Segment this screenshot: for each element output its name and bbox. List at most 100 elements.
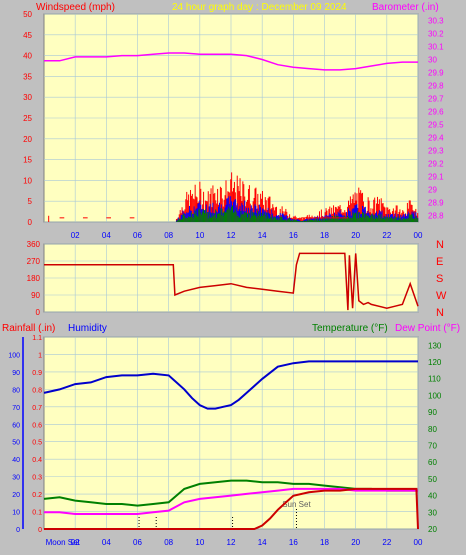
windspeed-tick-label: 20 [23, 135, 32, 144]
rainfall-tick-label: 0.7 [32, 405, 42, 412]
wind-x-axis: 02 04 06 08 10 12 14 16 18 20 22 00 [71, 231, 423, 240]
humidity-x-tick-label: 06 [133, 538, 142, 547]
direction-tick-label: 180 [27, 274, 41, 283]
barometer-tick-label: 28.8 [428, 212, 444, 221]
event-markers: Moon Set Sun Set [46, 500, 312, 547]
humidity-x-tick-label: 16 [289, 538, 298, 547]
windspeed-series [48, 172, 419, 222]
rainfall-tick-label: 0.1 [32, 510, 42, 517]
humidity-axis: 0 10 20 30 40 50 60 70 80 90 100 [8, 352, 20, 534]
humidity-tick-label: 10 [12, 510, 20, 517]
humidity-x-tick-label: 18 [320, 538, 329, 547]
humidity-x-tick-label: 00 [414, 538, 423, 547]
rainfall-tick-label: 0 [38, 527, 42, 534]
humidity-tick-label: 90 [12, 370, 20, 377]
wind-x-tick-label: 12 [227, 231, 236, 240]
compass-label: N [436, 239, 444, 251]
barometer-tick-label: 29 [428, 186, 437, 195]
humidity-x-tick-label: 08 [164, 538, 173, 547]
windspeed-tick-label: 0 [28, 218, 33, 227]
barometer-axis: 28.8 28.9 29 29.1 29.2 29.3 29.4 29.5 29.6 29.7 29… [428, 17, 444, 221]
humidity-x-tick-label: 02 [71, 538, 80, 547]
rainfall-tick-label: 0.9 [32, 370, 42, 377]
wind-x-tick-label: 06 [133, 231, 142, 240]
wind-x-tick-label: 04 [102, 231, 111, 240]
barometer-tick-label: 30.1 [428, 43, 444, 52]
dew-point-line [44, 487, 418, 515]
wind-x-tick-label: 16 [289, 231, 298, 240]
direction-tick-label: 0 [36, 308, 41, 317]
humidity-tick-label: 0 [16, 527, 20, 534]
wind-x-tick-label: 02 [71, 231, 80, 240]
compass-label: N [436, 307, 444, 319]
temperature-tick-label: 80 [428, 425, 437, 434]
windspeed-axis: 0 5 10 15 20 25 30 35 40 45 50 [23, 10, 32, 227]
barometer-tick-label: 29.1 [428, 173, 444, 182]
barometer-tick-label: 30.3 [428, 17, 444, 26]
rainfall-axis: 0 0.1 0.2 0.3 0.4 0.5 0.6 0.7 0.8 0.9 1 1.1 [32, 335, 42, 534]
direction-tick-label: 360 [27, 240, 41, 249]
barometer-tick-label: 29.8 [428, 82, 444, 91]
wind-x-tick-label: 08 [164, 231, 173, 240]
humidity-tick-label: 80 [12, 387, 20, 394]
humidity-title: Humidity [68, 323, 107, 334]
humidity-tick-label: 70 [12, 405, 20, 412]
humidity-x-tick-label: 20 [351, 538, 360, 547]
rainfall-tick-label: 1.1 [32, 335, 42, 342]
humidity-line [43, 360, 418, 410]
temperature-tick-label: 20 [428, 525, 437, 534]
humidity-x-axis: 02 04 06 08 10 12 14 16 18 20 22 00 [71, 538, 423, 547]
temperature-tick-label: 100 [428, 391, 442, 400]
barometer-tick-label: 29.5 [428, 121, 444, 130]
humidity-x-tick-label: 12 [227, 538, 236, 547]
temperature-tick-label: 70 [428, 442, 437, 451]
barometer-tick-label: 29.4 [428, 134, 444, 143]
rainfall-tick-label: 0.5 [32, 440, 42, 447]
moon-set-label: Moon Set [46, 538, 81, 547]
windspeed-tick-label: 45 [23, 31, 32, 40]
temperature-title: Temperature (°F) [312, 323, 388, 334]
rainfall-title: Rainfall (.in) [2, 323, 55, 334]
rainfall-tick-label: 0.4 [32, 457, 42, 464]
temperature-tick-label: 90 [428, 408, 437, 417]
rainfall-tick-label: 1 [38, 352, 42, 359]
rainfall-tick-label: 0.8 [32, 387, 42, 394]
windspeed-tick-label: 35 [23, 72, 32, 81]
wind-direction-axis: 0 90 180 270 360 [27, 240, 41, 317]
windspeed-tick-label: 30 [23, 93, 32, 102]
humidity-x-tick-label: 10 [195, 538, 204, 547]
humidity-tick-label: 20 [12, 492, 20, 499]
dew-point-title: Dew Point (°F) [395, 323, 460, 334]
wind-x-tick-label: 00 [414, 231, 423, 240]
temperature-tick-label: 130 [428, 341, 442, 350]
barometer-tick-label: 29.3 [428, 147, 444, 156]
humidity-x-tick-label: 04 [102, 538, 111, 547]
rainfall-tick-label: 0.6 [32, 422, 42, 429]
barometer-tick-label: 28.9 [428, 199, 444, 208]
humidity-x-tick-label: 14 [258, 538, 267, 547]
temperature-tick-label: 50 [428, 475, 437, 484]
barometer-tick-label: 30.2 [428, 30, 444, 39]
temperature-tick-label: 30 [428, 508, 437, 517]
temperature-tick-label: 110 [428, 375, 441, 384]
compass-label: E [436, 256, 443, 268]
wind-x-tick-label: 14 [258, 231, 267, 240]
graph-date-title: 24 hour graph day : December 09 2024 [172, 2, 347, 13]
compass-label: S [436, 273, 443, 285]
humidity-tick-label: 100 [8, 352, 20, 359]
humidity-tick-label: 40 [12, 457, 20, 464]
humidity-x-tick-label: 22 [382, 538, 391, 547]
temperature-axis: 20 30 40 50 60 70 80 90 100 110 120 130 [428, 341, 442, 534]
barometer-line [44, 52, 418, 71]
windspeed-tick-label: 50 [23, 10, 32, 19]
barometer-tick-label: 29.6 [428, 108, 444, 117]
windspeed-tick-label: 10 [23, 176, 32, 185]
windspeed-tick-label: 40 [23, 52, 32, 61]
barometer-tick-label: 29.9 [428, 69, 444, 78]
direction-tick-label: 90 [31, 291, 40, 300]
wind-direction-line [44, 252, 419, 311]
wind-x-tick-label: 22 [382, 231, 391, 240]
barometer-title: Barometer (.in) [372, 2, 439, 13]
humidity-tick-label: 30 [12, 475, 20, 482]
